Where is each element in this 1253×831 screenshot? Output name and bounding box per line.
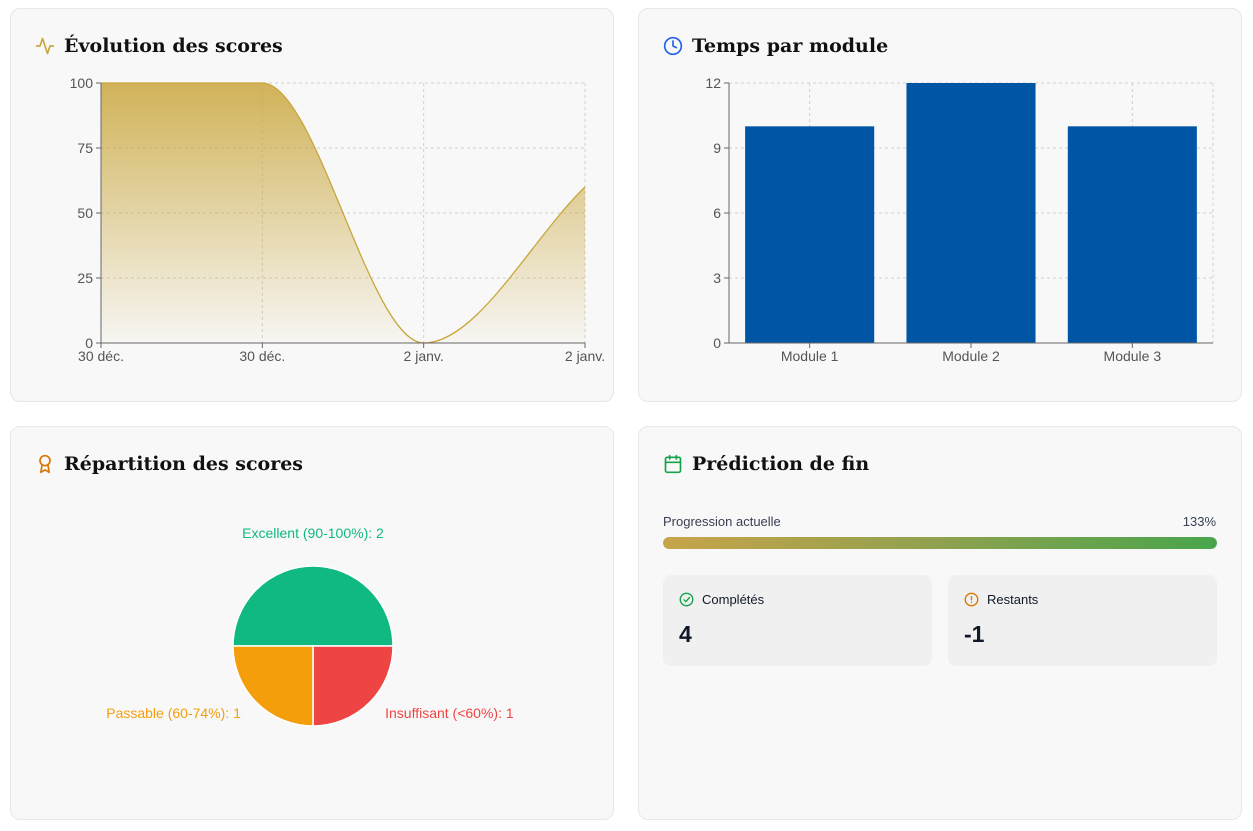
award-icon (35, 454, 55, 474)
y-tick-label: 0 (713, 335, 721, 351)
score-distribution-chart: Excellent (90-100%): 2 Insuffisant (<60%)… (106, 525, 514, 727)
completion-prediction-title-text: Prédiction de fin (692, 453, 870, 475)
x-tick-label: 2 janv. (565, 348, 605, 364)
pie-slice-1 (312, 645, 394, 727)
score-line (101, 82, 586, 344)
y-tick-label: 50 (77, 205, 93, 221)
time-per-module-title: Temps par module (663, 35, 888, 57)
progress-value: 133% (1182, 514, 1216, 529)
completion-prediction-title: Prédiction de fin (663, 453, 869, 475)
completed-stat-label: Complétés (702, 592, 765, 607)
pie-label-1: Insuffisant (<60%): 1 (385, 705, 514, 721)
progress-bar (663, 537, 1217, 549)
progress-bar-fill (663, 537, 1217, 549)
completed-stat-header: Complétés (679, 592, 764, 607)
remaining-stat-header: Restants (964, 592, 1038, 607)
score-distribution-title: Répartition des scores (35, 453, 303, 475)
time-per-module-card: Temps par module 0 3 6 9 12 Module 1 Module 2 M… (638, 8, 1242, 402)
score-evolution-chart: 0 25 50 75 100 30 déc. 30 déc. 2 janv. 2 janv. (70, 75, 605, 364)
x-tick-label: Module 1 (781, 348, 839, 364)
x-tick-label: 2 janv. (404, 348, 444, 364)
y-tick-label: 25 (77, 270, 93, 286)
completed-stat: Complétés 4 (663, 575, 932, 666)
remaining-stat-label: Restants (987, 592, 1039, 607)
y-tick-label: 6 (713, 205, 721, 221)
x-tick-label: 30 déc. (239, 348, 285, 364)
time-per-module-chart: 0 3 6 9 12 Module 1 Module 2 Module 3 (705, 75, 1214, 364)
y-tick-label: 100 (70, 75, 94, 91)
remaining-stat-value: -1 (964, 621, 985, 647)
y-tick-label: 9 (713, 140, 721, 156)
progress-label: Progression actuelle (663, 514, 781, 529)
activity-icon (35, 36, 55, 56)
calendar-icon (663, 454, 683, 474)
x-tick-label: Module 3 (1104, 348, 1162, 364)
completed-stat-value: 4 (679, 621, 692, 647)
remaining-stat: Restants -1 (948, 575, 1217, 666)
y-tick-label: 75 (77, 140, 93, 156)
score-distribution-title-text: Répartition des scores (64, 453, 303, 475)
y-tick-label: 12 (705, 75, 721, 91)
score-evolution-card: Évolution des scores 0 25 50 75 100 30 déc. 30… (10, 8, 614, 402)
score-distribution-card: Répartition des scores Excellent (90-100… (10, 426, 614, 820)
clock-icon (663, 36, 683, 56)
x-tick-label: 30 déc. (78, 348, 124, 364)
score-evolution-title: Évolution des scores (35, 35, 283, 57)
bar-module-3 (1067, 126, 1197, 343)
bar-module-1 (745, 126, 875, 343)
y-tick-label: 3 (713, 270, 721, 286)
pie-label-0: Excellent (90-100%): 2 (242, 525, 384, 541)
bar-module-2 (906, 83, 1036, 343)
pie-label-2: Passable (60-74%): 1 (106, 705, 241, 721)
y-tick-label: 0 (85, 335, 93, 351)
pie-slice-0 (232, 565, 394, 647)
score-evolution-title-text: Évolution des scores (64, 35, 283, 57)
x-tick-label: Module 2 (942, 348, 1000, 364)
completion-prediction-card: Prédiction de fin Progression actuelle 1… (638, 426, 1242, 820)
alert-circle-icon (964, 592, 979, 607)
time-per-module-title-text: Temps par module (692, 35, 889, 57)
pie-slice-2 (232, 645, 314, 727)
check-circle-icon (679, 592, 694, 607)
